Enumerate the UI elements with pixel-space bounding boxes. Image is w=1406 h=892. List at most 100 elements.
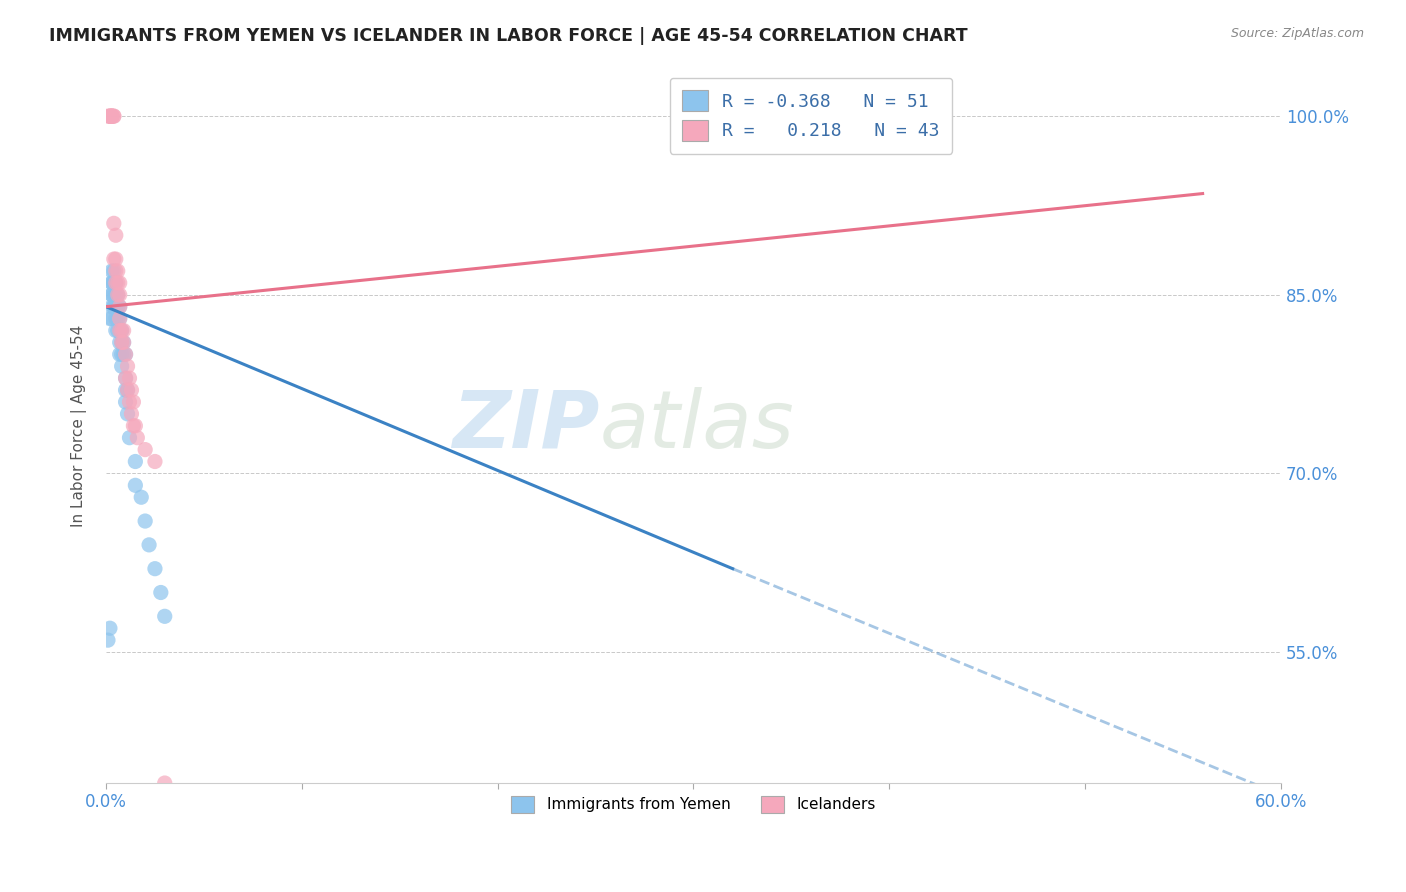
Point [107, 300, 129, 314]
Point [103, 276, 125, 290]
Point [111, 335, 134, 350]
Point [114, 383, 136, 397]
Point [143, 454, 166, 468]
Point [111, 324, 134, 338]
Point [104, 276, 127, 290]
Point [108, 324, 131, 338]
Point [104, 252, 127, 266]
Point [117, 407, 139, 421]
Text: ZIP: ZIP [453, 387, 599, 465]
Point [103, 300, 125, 314]
Point [103, 276, 125, 290]
Point [104, 311, 127, 326]
Point [103, 109, 125, 123]
Point [114, 371, 136, 385]
Point [97, 633, 120, 648]
Point [101, 287, 124, 301]
Point [103, 287, 125, 301]
Point [153, 609, 176, 624]
Point [108, 287, 131, 301]
Point [111, 324, 134, 338]
Point [117, 359, 139, 374]
Point [118, 371, 141, 385]
Legend: Immigrants from Yemen, Icelanders: Immigrants from Yemen, Icelanders [499, 783, 887, 825]
Point [98, 109, 121, 123]
Point [108, 311, 131, 326]
Point [127, 431, 149, 445]
Point [101, 300, 124, 314]
Point [108, 311, 131, 326]
Point [101, 109, 124, 123]
Point [112, 347, 135, 361]
Point [111, 347, 134, 361]
Point [103, 252, 125, 266]
Point [129, 490, 152, 504]
Point [98, 109, 121, 123]
Point [101, 287, 124, 301]
Point [103, 300, 125, 314]
Point [114, 347, 136, 361]
Point [120, 383, 142, 397]
Point [107, 276, 129, 290]
Point [104, 264, 127, 278]
Point [124, 418, 146, 433]
Point [134, 514, 156, 528]
Point [98, 109, 121, 123]
Point [149, 585, 172, 599]
Point [108, 324, 131, 338]
Point [98, 311, 121, 326]
Point [111, 335, 134, 350]
Point [103, 264, 125, 278]
Point [107, 287, 129, 301]
Text: atlas: atlas [599, 387, 794, 465]
Point [124, 478, 146, 492]
Point [101, 109, 124, 123]
Point [104, 324, 127, 338]
Point [122, 395, 145, 409]
Text: Source: ZipAtlas.com: Source: ZipAtlas.com [1230, 27, 1364, 40]
Point [118, 395, 141, 409]
Point [134, 442, 156, 457]
Point [114, 347, 136, 361]
Point [117, 383, 139, 397]
Point [112, 324, 135, 338]
Point [101, 109, 124, 123]
Point [103, 216, 125, 230]
Point [108, 347, 131, 361]
Point [101, 109, 124, 123]
Point [114, 371, 136, 385]
Point [101, 311, 124, 326]
Y-axis label: In Labor Force | Age 45-54: In Labor Force | Age 45-54 [72, 325, 87, 527]
Point [107, 324, 129, 338]
Point [153, 776, 176, 790]
Point [118, 431, 141, 445]
Point [103, 109, 125, 123]
Point [101, 276, 124, 290]
Point [112, 335, 135, 350]
Point [104, 276, 127, 290]
Point [107, 311, 129, 326]
Point [108, 335, 131, 350]
Point [104, 228, 127, 243]
Point [108, 300, 131, 314]
Text: IMMIGRANTS FROM YEMEN VS ICELANDER IN LABOR FORCE | AGE 45-54 CORRELATION CHART: IMMIGRANTS FROM YEMEN VS ICELANDER IN LA… [49, 27, 967, 45]
Point [122, 418, 145, 433]
Point [120, 407, 142, 421]
Point [138, 538, 160, 552]
Point [108, 276, 131, 290]
Point [98, 621, 121, 635]
Point [114, 395, 136, 409]
Point [101, 276, 124, 290]
Point [143, 562, 166, 576]
Point [101, 264, 124, 278]
Point [108, 300, 131, 314]
Point [111, 359, 134, 374]
Point [107, 287, 129, 301]
Point [97, 109, 120, 123]
Point [124, 454, 146, 468]
Point [107, 264, 129, 278]
Point [104, 287, 127, 301]
Point [104, 300, 127, 314]
Point [112, 335, 135, 350]
Point [117, 383, 139, 397]
